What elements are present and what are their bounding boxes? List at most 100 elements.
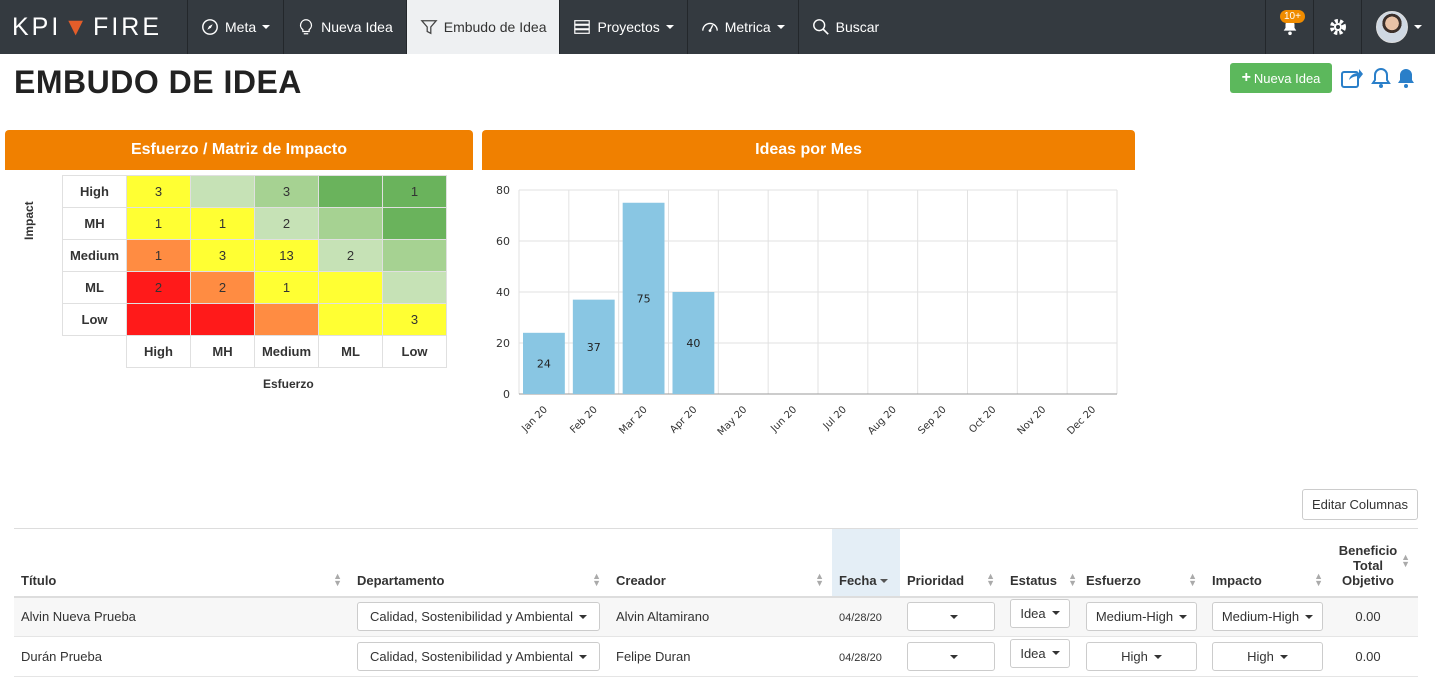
chevron-down-icon (1305, 614, 1314, 619)
y-tick-label: 60 (496, 235, 510, 248)
ideas-per-month-chart: 0 20 40 60 80 24 Jan 20 37 Feb 20 75 Mar 20 40 Apr 2… (496, 184, 1118, 436)
table-row[interactable]: Alvin Nueva Prueba Calidad, Sostenibilida… (14, 596, 1418, 637)
impact-dropdown[interactable]: High (1212, 642, 1323, 671)
col-header-creador[interactable]: Creador ▲ ▼ (609, 528, 832, 598)
matrix-cell[interactable]: 2 (254, 207, 319, 240)
table-row[interactable]: Durán Prueba Calidad, Sostenibilidad y Am… (14, 636, 1418, 677)
priority-dropdown[interactable] (907, 642, 995, 671)
bar (523, 332, 565, 394)
logo-text-right: FIRE (93, 12, 162, 41)
matrix-cell[interactable] (318, 271, 383, 304)
sort-icon: ▲ ▼ (1068, 570, 1077, 588)
matrix-cell[interactable]: 3 (254, 175, 319, 208)
effort-dropdown[interactable]: High (1086, 642, 1197, 671)
col-header-prioridad[interactable]: Prioridad ▲ ▼ (900, 528, 1003, 598)
matrix-cell[interactable]: 2 (190, 271, 255, 304)
x-tick-label: Jun 20 (768, 404, 799, 435)
matrix-cell[interactable]: 2 (126, 271, 191, 304)
nav-embudo-de-idea[interactable]: Embudo de Idea (406, 0, 561, 54)
chevron-down-icon (1279, 654, 1288, 659)
col-header-estatus[interactable]: Estatus ▲ ▼ (1003, 528, 1079, 598)
share-icon[interactable] (1340, 66, 1364, 90)
notification-count-badge: 10+ (1280, 10, 1305, 23)
bell-outline-icon[interactable] (1369, 66, 1393, 90)
matrix-cell[interactable]: 3 (126, 175, 191, 208)
matrix-cell[interactable] (126, 303, 191, 336)
matrix-cell[interactable]: 1 (190, 207, 255, 240)
sort-icon: ▲ ▼ (815, 570, 824, 588)
department-dropdown[interactable]: Calidad, Sostenibilidad y Ambiental (357, 602, 600, 632)
x-tick-label: May 20 (716, 404, 750, 436)
matrix-cell[interactable] (254, 303, 319, 336)
chevron-down-icon (262, 25, 271, 29)
x-tick-label: Dec 20 (1065, 404, 1098, 436)
lightbulb-icon (300, 19, 313, 35)
y-tick-label: 20 (496, 337, 510, 350)
x-tick-label: Mar 20 (617, 404, 649, 436)
matrix-cell[interactable] (382, 239, 447, 272)
cell-titulo[interactable]: Alvin Nueva Prueba (14, 596, 350, 637)
col-header-impacto[interactable]: Impacto ▲ ▼ (1205, 528, 1331, 598)
matrix-col-label: MH (190, 335, 255, 368)
chevron-down-icon (950, 614, 958, 619)
col-header-esfuerzo[interactable]: Esfuerzo ▲ ▼ (1079, 528, 1205, 598)
matrix-corner (62, 335, 127, 368)
y-tick-label: 80 (496, 184, 510, 197)
col-header-beneficio[interactable]: Beneficio Total Objetivo ▲ ▼ (1331, 528, 1418, 598)
matrix-cell[interactable] (382, 207, 447, 240)
nav-metrica[interactable]: Metrica (688, 0, 799, 54)
chevron-down-icon (950, 654, 958, 659)
matrix-cell[interactable] (382, 271, 447, 304)
matrix-cell[interactable] (190, 175, 255, 208)
notifications-button[interactable]: 10+ (1265, 0, 1313, 54)
status-dropdown[interactable]: Idea (1010, 598, 1070, 628)
effort-dropdown[interactable]: Medium-High (1086, 602, 1197, 632)
cell-estatus: Idea (1003, 636, 1079, 677)
flame-logo-icon: ▼ (63, 12, 92, 41)
matrix-cell[interactable]: 1 (126, 207, 191, 240)
avatar (1375, 11, 1408, 43)
logo-text-left: KPI (12, 12, 62, 41)
cell-fecha: 04/28/20 (832, 636, 900, 677)
bell-filled-icon[interactable] (1394, 66, 1418, 90)
cell-impacto: High (1205, 636, 1331, 677)
x-tick-label: Apr 20 (668, 404, 699, 435)
nav-nueva-idea[interactable]: Nueva Idea (284, 0, 407, 54)
x-tick-label: Jan 20 (519, 404, 550, 435)
priority-dropdown[interactable] (907, 602, 995, 632)
matrix-cell[interactable]: 1 (126, 239, 191, 272)
bar-value-label: 75 (637, 292, 651, 305)
cell-esfuerzo: Medium-High (1079, 596, 1205, 637)
x-tick-label: Jul 20 (821, 404, 849, 432)
cell-titulo[interactable]: Durán Prueba (14, 636, 350, 677)
matrix-cell[interactable] (318, 175, 383, 208)
impact-dropdown[interactable]: Medium-High (1212, 602, 1323, 632)
col-header-departamento[interactable]: Departamento ▲ ▼ (350, 528, 609, 598)
user-menu[interactable] (1361, 0, 1435, 54)
matrix-cell[interactable]: 1 (254, 271, 319, 304)
matrix-cell[interactable]: 13 (254, 239, 319, 272)
department-dropdown[interactable]: Calidad, Sostenibilidad y Ambiental (357, 642, 600, 671)
kpifire-logo[interactable]: KPI ▼ FIRE (0, 0, 188, 54)
col-header-fecha[interactable]: Fecha (832, 528, 900, 598)
nav-proyectos[interactable]: Proyectos (560, 0, 688, 54)
matrix-cell[interactable]: 2 (318, 239, 383, 272)
edit-columns-button[interactable]: Editar Columnas (1302, 489, 1418, 520)
nav-buscar[interactable]: Buscar (799, 0, 893, 54)
plus-icon: + (1241, 69, 1251, 86)
matrix-cell[interactable] (190, 303, 255, 336)
settings-button[interactable] (1313, 0, 1361, 54)
matrix-x-axis-label: Esfuerzo (263, 377, 314, 391)
matrix-cell[interactable]: 3 (382, 303, 447, 336)
matrix-cell[interactable]: 1 (382, 175, 447, 208)
col-header-titulo[interactable]: Título ▲ ▼ (14, 528, 350, 598)
sort-icon: ▲ ▼ (333, 570, 342, 588)
chevron-down-icon (1179, 614, 1188, 619)
status-dropdown[interactable]: Idea (1010, 638, 1070, 668)
matrix-cell[interactable] (318, 207, 383, 240)
matrix-col-label: Low (382, 335, 447, 368)
matrix-cell[interactable] (318, 303, 383, 336)
matrix-cell[interactable]: 3 (190, 239, 255, 272)
nav-meta[interactable]: Meta (188, 0, 285, 54)
new-idea-button[interactable]: + Nueva Idea (1230, 63, 1332, 93)
